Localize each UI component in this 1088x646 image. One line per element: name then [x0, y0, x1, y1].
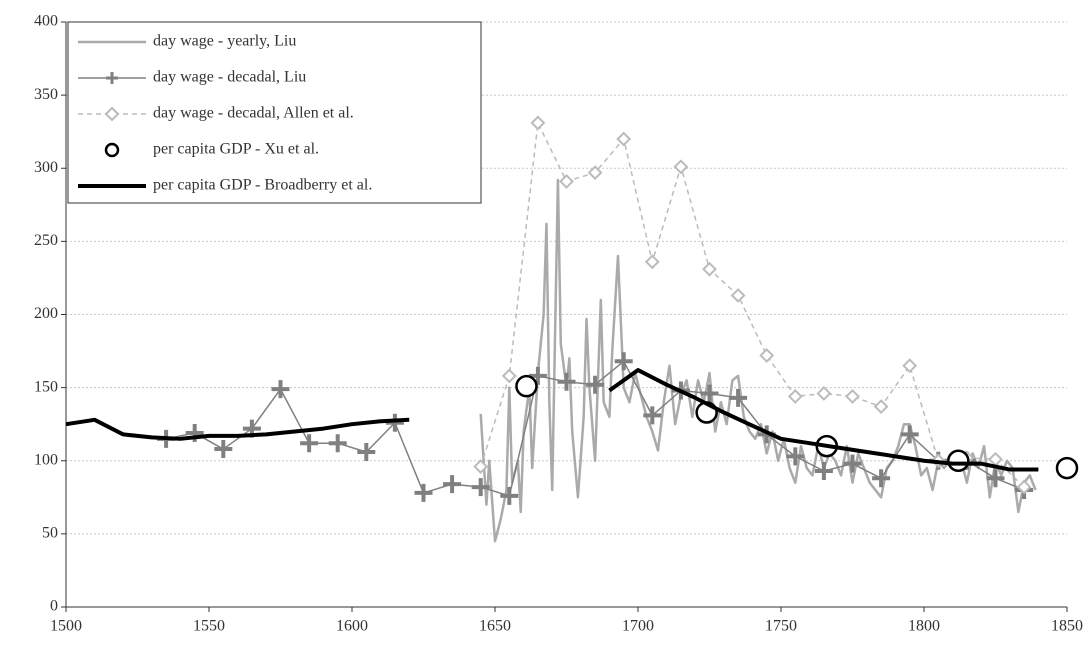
x-tick-label: 1650: [479, 618, 511, 635]
marker-circle: [947, 449, 970, 472]
legend-label: day wage - decadal, Allen et al.: [153, 105, 354, 122]
marker-diamond: [587, 165, 603, 181]
x-tick-label: 1700: [622, 618, 654, 635]
marker-plus: [786, 447, 805, 466]
y-tick-label: 250: [34, 232, 58, 249]
x-tick-label: 1800: [908, 618, 940, 635]
marker-diamond: [759, 348, 775, 363]
y-tick-label: 100: [34, 451, 58, 468]
x-tick-label: 1600: [336, 618, 368, 635]
marker-diamond: [730, 288, 746, 303]
marker-plus: [328, 434, 347, 453]
marker-diamond: [616, 131, 632, 147]
marker-plus: [106, 72, 118, 84]
marker-diamond: [845, 388, 860, 404]
marker-diamond: [988, 451, 1003, 467]
x-tick-label: 1750: [765, 618, 797, 635]
marker-circle: [1055, 456, 1079, 480]
marker-plus: [300, 434, 319, 453]
marker-plus: [500, 486, 519, 505]
marker-plus: [471, 478, 490, 497]
marker-circle: [515, 374, 538, 398]
legend-label: day wage - decadal, Liu: [153, 69, 306, 86]
legend: day wage - yearly, Liu day wage - decadal…: [67, 21, 482, 204]
y-tick-label: 200: [34, 305, 58, 322]
marker-plus: [843, 454, 862, 473]
legend-label: per capita GDP - Xu et al.: [153, 141, 319, 158]
marker-diamond: [559, 173, 574, 189]
marker-plus: [986, 469, 1005, 488]
y-tick-label: 400: [34, 13, 58, 30]
series-line: [65, 368, 1039, 472]
y-tick-label: 0: [50, 598, 58, 615]
x-tick-label: 1550: [193, 618, 225, 635]
marker-plus: [729, 388, 748, 407]
x-tick-label: 1850: [1051, 618, 1083, 635]
marker-plus: [528, 366, 547, 385]
legend-label: day wage - yearly, Liu: [153, 33, 296, 50]
marker-diamond: [702, 261, 717, 277]
series-line: [479, 178, 1037, 543]
marker-diamond: [501, 368, 517, 384]
y-tick-label: 300: [34, 159, 58, 176]
marker-plus: [614, 352, 633, 371]
marker-plus: [414, 483, 433, 502]
marker-plus: [357, 442, 376, 461]
marker-diamond: [1016, 479, 1032, 495]
legend-label: per capita GDP - Broadberry et al.: [153, 177, 372, 194]
marker-diamond: [644, 254, 660, 270]
marker-diamond: [816, 386, 832, 401]
marker-plus: [214, 440, 233, 459]
marker-diamond: [873, 399, 889, 415]
y-tick-label: 50: [42, 525, 58, 542]
marker-diamond: [530, 115, 546, 131]
series-line: [479, 122, 1025, 488]
marker-plus: [557, 372, 576, 391]
marker-circle: [104, 142, 120, 158]
marker-plus: [586, 375, 605, 394]
y-tick-label: 350: [34, 86, 58, 103]
marker-plus: [900, 425, 919, 444]
y-tick-label: 150: [34, 378, 58, 395]
marker-diamond: [104, 106, 120, 122]
marker-plus: [643, 406, 662, 425]
marker-plus: [443, 475, 462, 494]
legend-box: [67, 21, 482, 204]
marker-diamond: [673, 159, 689, 175]
x-tick-label: 1500: [50, 618, 82, 635]
marker-diamond: [787, 388, 803, 404]
marker-plus: [700, 384, 719, 403]
marker-diamond: [902, 358, 918, 374]
marker-plus: [271, 380, 290, 399]
marker-plus: [872, 469, 891, 488]
marker-plus: [814, 461, 833, 480]
marker-diamond: [473, 459, 489, 475]
